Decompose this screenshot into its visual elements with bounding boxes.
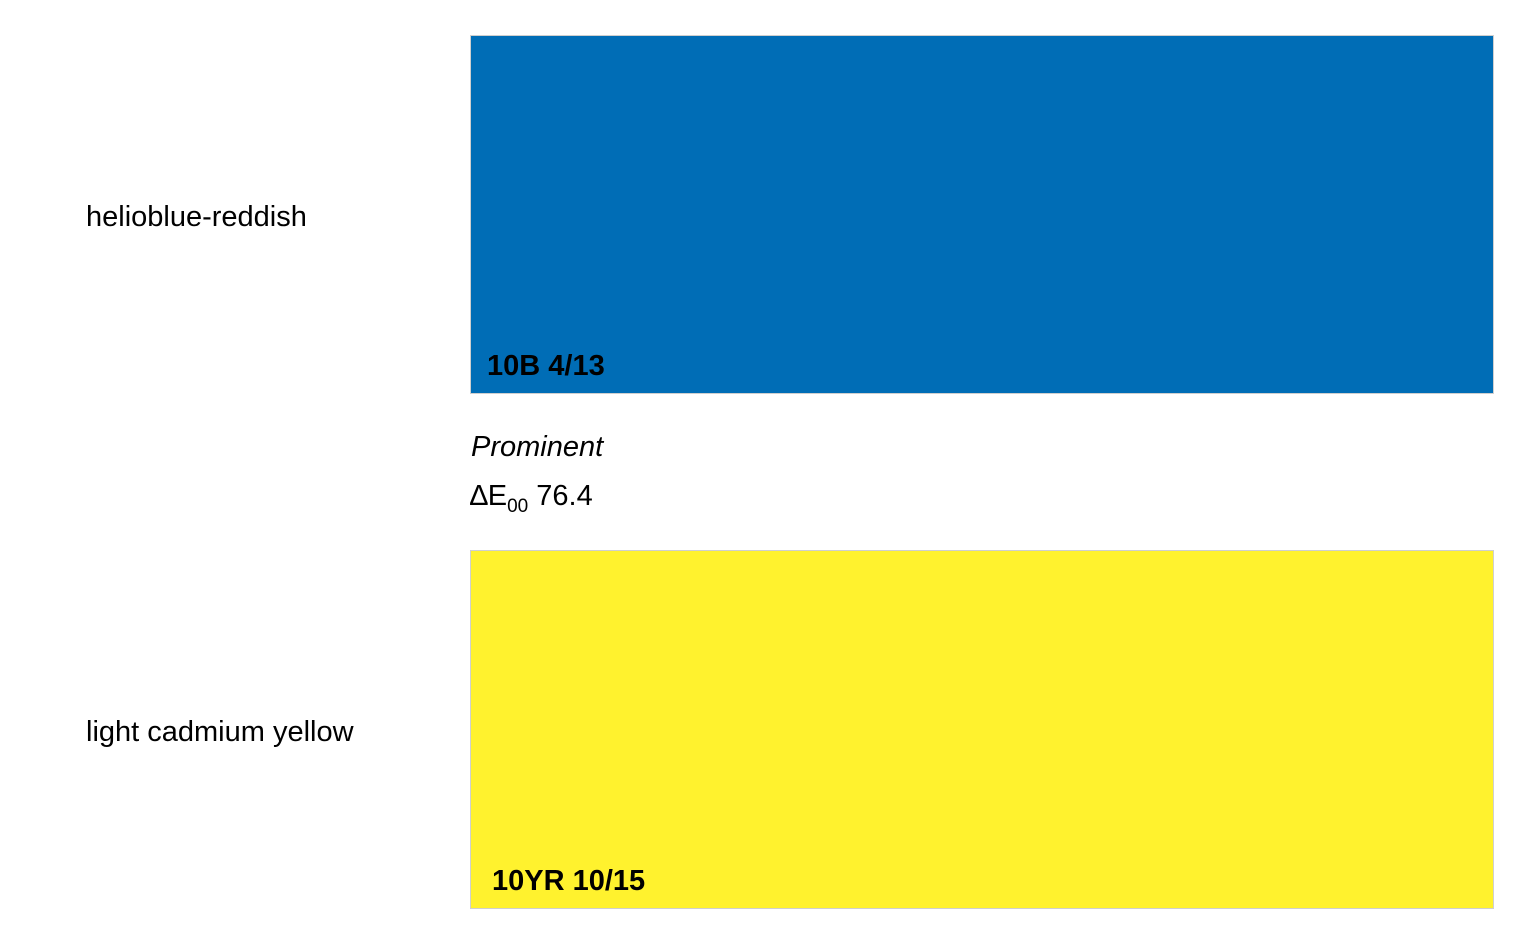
munsell-notation-1: 10B 4/13 (487, 350, 605, 382)
munsell-notation-2: 10YR 10/15 (492, 865, 646, 897)
color-name-1: helioblue-reddish (86, 201, 307, 233)
delta-e-readout: ∆E00 76.4 (470, 480, 593, 517)
color-swatch-1: 10B 4/13 (470, 35, 1494, 394)
delta-e-symbol: ∆E (470, 480, 508, 512)
color-name-2: light cadmium yellow (86, 716, 354, 748)
color-swatch-2: 10YR 10/15 (470, 550, 1494, 909)
difference-verdict: Prominent (471, 431, 604, 463)
delta-e-value: 76.4 (536, 480, 593, 512)
delta-e-subscript: 00 (507, 496, 529, 517)
